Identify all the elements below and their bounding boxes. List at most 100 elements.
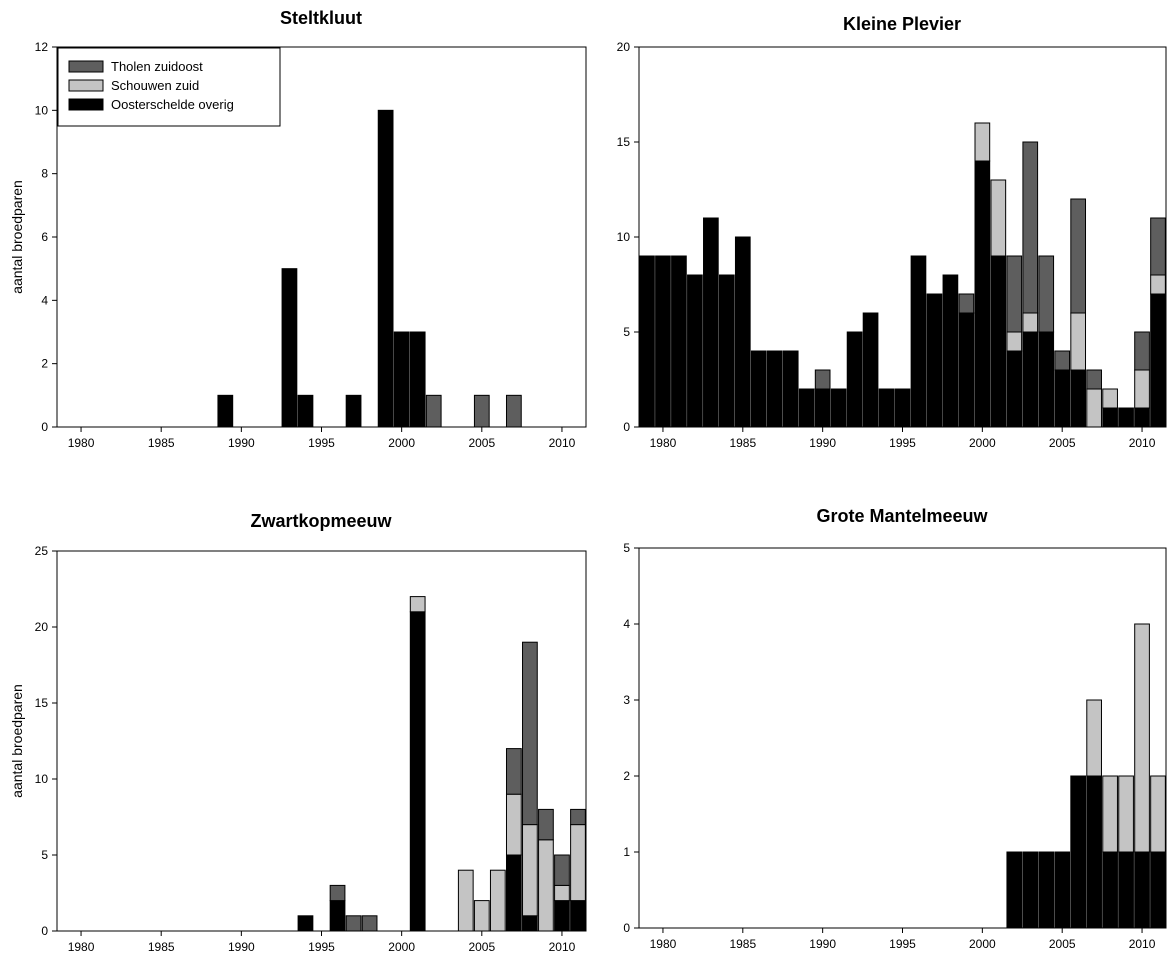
bar-tholen-2011 (1150, 217, 1166, 276)
bar-overig-2009 (1118, 407, 1134, 428)
x-tick-label: 1980 (68, 940, 95, 954)
x-tick-label: 2000 (388, 436, 415, 450)
bar-overig-1993 (281, 268, 298, 428)
y-tick-label: 3 (623, 693, 630, 707)
y-tick-label: 0 (41, 420, 48, 434)
chart-panel-grote-mantelmeeuw: Grote Mantelmeeuw 1980 1985 1990 1995 2000 200… (623, 506, 1167, 951)
legend-label-schouwen-zuid: Schouwen zuid (111, 78, 199, 93)
y-tick-label: 10 (617, 230, 631, 244)
bar-overig-1987 (766, 350, 783, 428)
bar-overig-1982 (687, 274, 703, 428)
chart-title: Kleine Plevier (843, 14, 961, 34)
chart-title: Grote Mantelmeeuw (816, 506, 988, 526)
bar-overig-1984 (718, 274, 735, 428)
x-tick-label: 2010 (1129, 436, 1156, 450)
bar-overig-2008 (1102, 407, 1118, 428)
bar-overig-2003 (1022, 331, 1039, 428)
bar-tholen-2009 (538, 808, 554, 841)
bar-overig-2011 (1150, 851, 1166, 929)
y-tick-label: 20 (35, 620, 49, 634)
bar-overig-1997 (345, 394, 362, 428)
bar-schouwen-2007 (1086, 388, 1102, 428)
bar-overig-2005 (1054, 851, 1071, 929)
x-tick-label: 2005 (1049, 436, 1076, 450)
x-tick-label: 2010 (549, 940, 576, 954)
bar-overig-1985 (734, 236, 751, 428)
bar-overig-2010 (1134, 851, 1150, 929)
bar-overig-2007 (505, 854, 522, 932)
bar-tholen-1990 (814, 369, 831, 390)
bar-schouwen-2005 (473, 900, 490, 932)
y-tick-label: 5 (623, 325, 630, 339)
bar-tholen-2007 (505, 748, 522, 795)
x-tick-label: 2010 (1129, 937, 1156, 951)
x-tick-label: 2000 (388, 940, 415, 954)
bar-overig-1995 (894, 388, 911, 428)
x-tick-label: 1985 (729, 937, 756, 951)
legend-swatch-oosterschelde-overig (68, 98, 104, 111)
y-tick-label: 0 (41, 924, 48, 938)
bar-schouwen-2011 (570, 824, 586, 902)
bar-tholen-2002 (1006, 255, 1023, 333)
bar-schouwen-2006 (1070, 312, 1087, 371)
bar-overig-2007 (1086, 775, 1102, 929)
y-tick-label: 10 (35, 103, 49, 117)
bar-overig-2001 (409, 331, 426, 428)
y-tick-label: 6 (41, 230, 48, 244)
bar-overig-1994 (878, 388, 895, 428)
x-tick-label: 1995 (308, 436, 335, 450)
x-tick-label: 2000 (969, 937, 996, 951)
bar-overig-2002 (1006, 851, 1023, 929)
bar-schouwen-2011 (1150, 775, 1166, 853)
x-tick-label: 1985 (148, 940, 175, 954)
y-tick-label: 0 (623, 420, 630, 434)
bar-tholen-2006 (1070, 198, 1087, 314)
bar-overig-1994 (297, 394, 314, 428)
x-tick-label: 1995 (889, 937, 916, 951)
bar-schouwen-2010 (554, 884, 570, 902)
bar-overig-1998 (942, 274, 959, 428)
x-tick-label: 2000 (969, 436, 996, 450)
y-axis-label: aantal broedparen (9, 180, 25, 294)
y-tick-label: 0 (623, 921, 630, 935)
x-tick-label: 2005 (468, 436, 495, 450)
bar-schouwen-2001 (990, 179, 1007, 257)
bar-overig-2005 (1054, 369, 1071, 428)
bar-overig-2009 (1118, 851, 1134, 929)
bar-tholen-1997 (345, 915, 362, 932)
bar-overig-1986 (750, 350, 767, 428)
bar-overig-1999 (377, 109, 394, 428)
bar-overig-1979 (639, 255, 655, 428)
legend: Tholen zuidoost Schouwen zuid Oosterscheld… (57, 47, 281, 127)
bar-overig-1994 (297, 915, 314, 932)
y-axis-label: aantal broedparen (9, 684, 25, 798)
y-tick-label: 5 (41, 848, 48, 862)
y-tick-label: 1 (623, 845, 630, 859)
bar-overig-1989 (217, 394, 234, 428)
bar-overig-2006 (1070, 369, 1087, 428)
bar-overig-1996 (329, 900, 346, 932)
bar-overig-2008 (522, 915, 538, 932)
y-tick-label: 8 (41, 167, 48, 181)
bar-schouwen-2003 (1022, 312, 1039, 333)
bar-overig-1980 (655, 255, 671, 428)
bar-tholen-2003 (1022, 141, 1039, 314)
bar-overig-1992 (846, 331, 863, 428)
x-tick-label: 1980 (650, 436, 677, 450)
chart-title: Steltkluut (280, 8, 362, 28)
bar-overig-2010 (1134, 407, 1150, 428)
bar-schouwen-2000 (974, 122, 991, 162)
bar-schouwen-2002 (1006, 331, 1023, 352)
x-tick-label: 1985 (148, 436, 175, 450)
bar-overig-1981 (671, 255, 687, 428)
x-tick-label: 1985 (729, 436, 756, 450)
bar-tholen-2008 (522, 641, 538, 826)
bar-overig-2004 (1038, 331, 1055, 428)
bar-overig-1999 (958, 312, 975, 428)
bar-tholen-2010 (554, 854, 570, 886)
bar-overig-2001 (409, 611, 426, 932)
bar-overig-2000 (974, 160, 991, 428)
y-tick-label: 5 (623, 541, 630, 555)
